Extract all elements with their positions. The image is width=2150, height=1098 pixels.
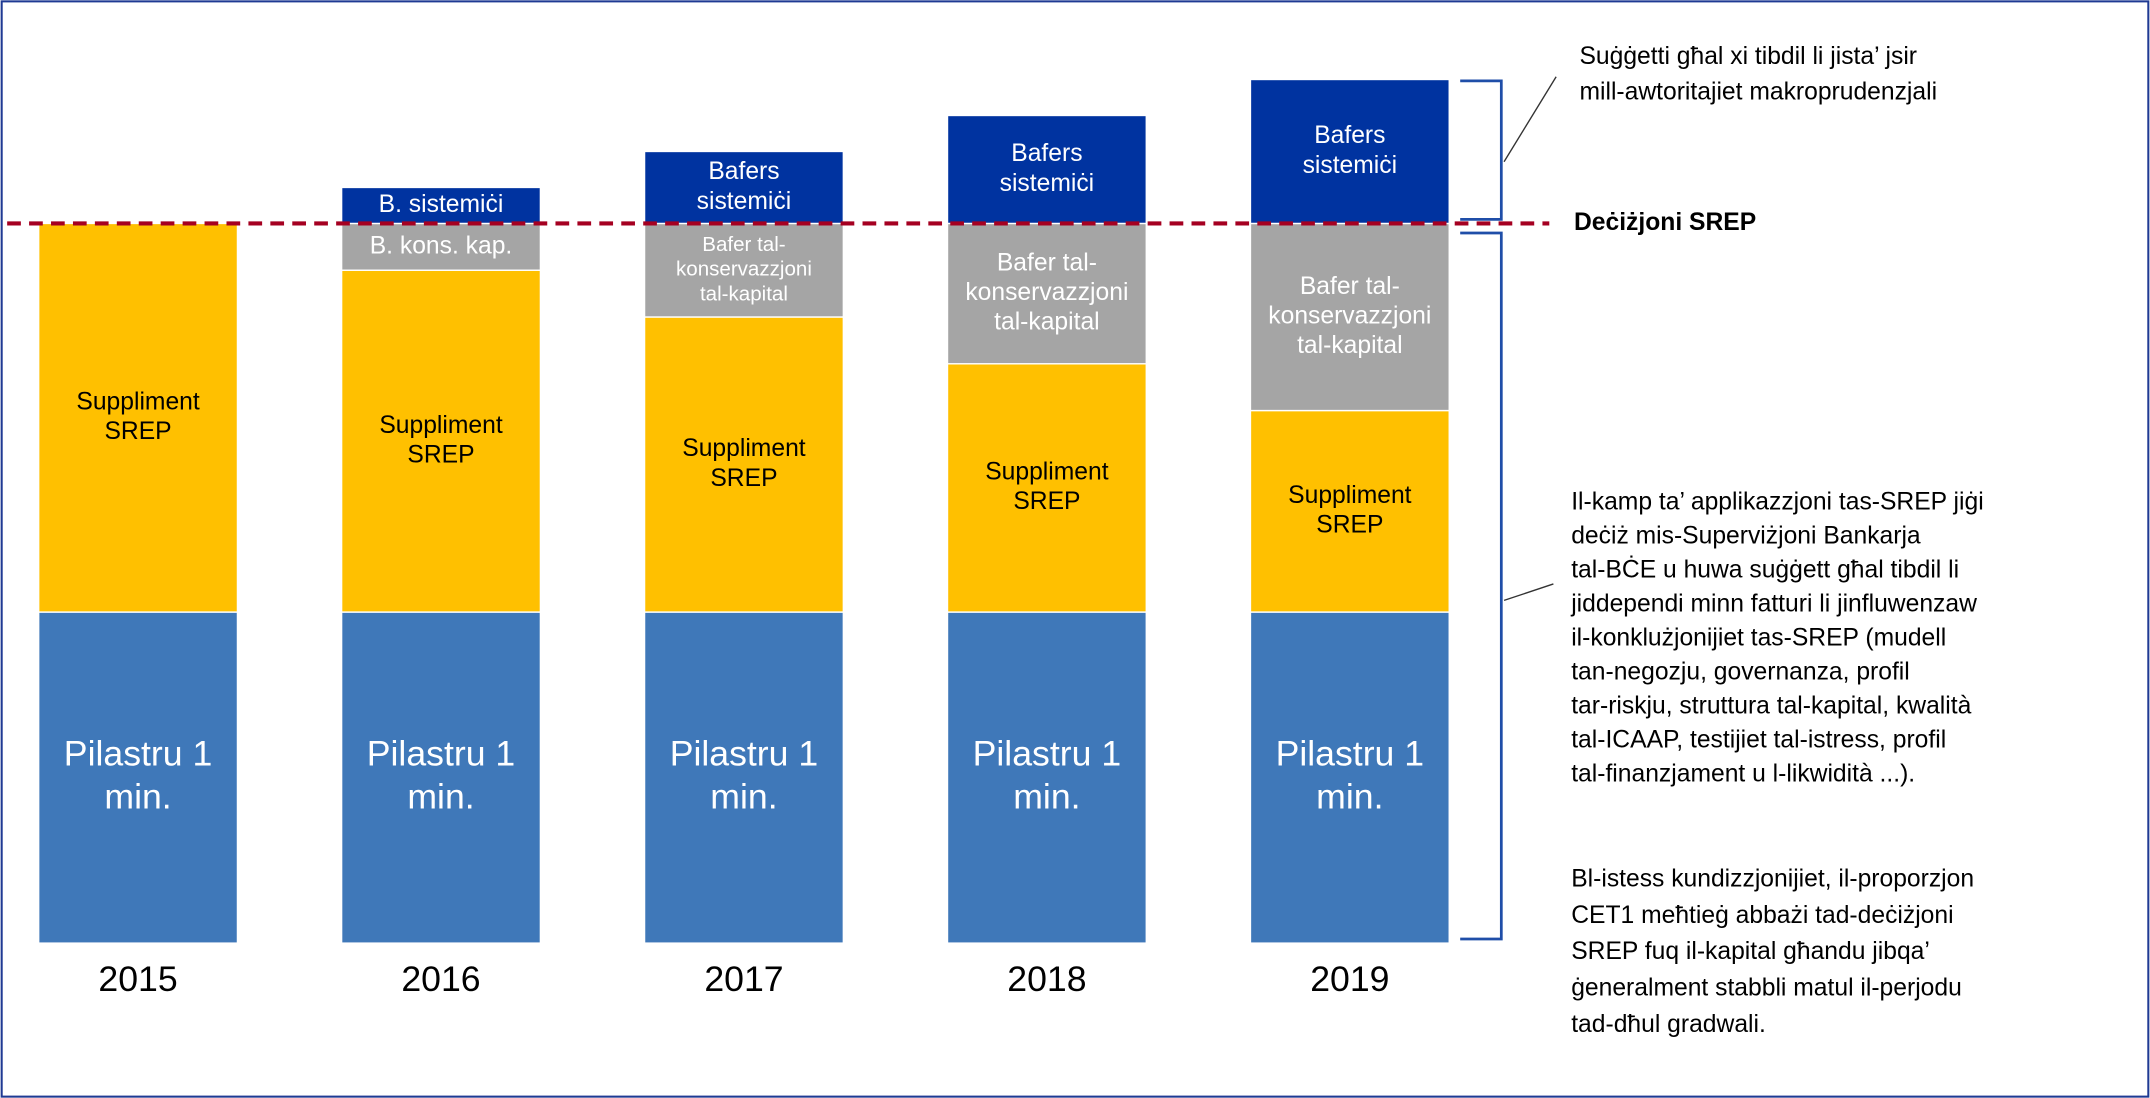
segment-label: Bafer tal-: [997, 250, 1097, 277]
segment-label: Pilastru 1: [973, 734, 1122, 774]
annotation: ġeneralment stabbli matul il-perjodu: [1571, 975, 1962, 1002]
segment-label: min.: [1316, 776, 1383, 816]
bar-segment: [946, 611, 1147, 944]
bar-segment: [643, 611, 845, 944]
annotation: il-konklużjonijiet tas-SREP (mudell: [1571, 625, 1946, 652]
leader-line: [1503, 76, 1557, 163]
bar-segment: [946, 114, 1147, 225]
x-tick-label: 2015: [98, 959, 177, 999]
segment-label: tal-kapital: [994, 309, 1100, 336]
bracket: [1460, 79, 1503, 221]
annotation: tal-ICAAP, testijiet tal-istress, profil: [1571, 727, 1946, 754]
annotation: tal-BĊE u huwa suġġett għal tibdil li: [1571, 556, 1959, 584]
segment-label: Pilastru 1: [1276, 734, 1425, 774]
bracket: [1460, 231, 1503, 941]
segment-label: Suppliment: [682, 435, 806, 462]
bar-segment: [340, 222, 542, 271]
annotation: Bl-istess kundizzjonijiet, il-proporzjon: [1571, 866, 1974, 893]
bar-segment: [1249, 409, 1450, 613]
bar-segment: [340, 186, 542, 225]
x-tick-label: 2019: [1310, 959, 1389, 999]
annotation: tad-dħul gradwali.: [1571, 1011, 1766, 1038]
annotation: tar-riskju, struttura tal-kapital, kwali…: [1571, 693, 1971, 720]
annotation: tal-finanzjament u l-likwidità ...).: [1571, 761, 1915, 788]
segment-label: min.: [104, 776, 171, 816]
segment-label: konservazzjoni: [965, 279, 1128, 306]
segment-label: Bafers: [1314, 122, 1385, 149]
annotation: deċiż mis-Superviżjoni Bankarja: [1571, 523, 1921, 550]
segment-label: Pilastru 1: [64, 734, 213, 774]
bar-segment: [38, 222, 239, 613]
segment-label: Bafer tal-: [702, 233, 785, 256]
segment-label: SREP: [407, 441, 474, 468]
segment-label: B. sistemiċi: [379, 191, 504, 218]
segment-label: min.: [407, 776, 474, 816]
segment-label: tal-kapital: [1297, 332, 1403, 359]
segment-label: min.: [710, 776, 777, 816]
segment-label: SREP: [1013, 488, 1080, 515]
annotation: Suġġetti għal xi tibdil li jista’ jsir: [1579, 43, 1917, 70]
srep-label: Deċiżjoni SREP: [1574, 209, 1756, 236]
segment-label: Pilastru 1: [367, 734, 516, 774]
x-tick-label: 2016: [401, 959, 480, 999]
segment-label: sistemiċi: [1000, 170, 1095, 197]
bar-segment: [1249, 611, 1450, 944]
annotation: tan-negozju, governanza, profil: [1571, 659, 1910, 686]
segment-label: Suppliment: [1288, 482, 1412, 509]
segment-label: sistemiċi: [1303, 152, 1398, 179]
segment-label: Suppliment: [985, 459, 1109, 486]
segment-label: Bafers: [708, 158, 779, 185]
segment-label: Suppliment: [379, 412, 503, 439]
segment-label: tal-kapital: [700, 282, 788, 305]
bar-segment: [643, 316, 845, 613]
segment-label: konservazzjoni: [676, 258, 812, 281]
leader-line: [1503, 583, 1554, 602]
annotation: mill-awtoritajiet makroprudenzjali: [1579, 79, 1937, 106]
bar-segment: [340, 611, 542, 944]
bar-segment: [38, 611, 239, 944]
segment-label: Pilastru 1: [670, 734, 819, 774]
bar-segment: [1249, 78, 1450, 225]
segment-label: Suppliment: [76, 388, 200, 415]
bar-segment: [946, 222, 1147, 365]
segment-label: sistemiċi: [697, 188, 792, 215]
bar-segment: [643, 150, 845, 225]
annotation: jiddependi minn fatturi li jinfluwenzaw: [1570, 591, 1977, 618]
x-tick-label: 2018: [1007, 959, 1086, 999]
segment-label: min.: [1013, 776, 1080, 816]
segment-label: Bafers: [1011, 140, 1082, 167]
annotation: CET1 meħtieġ abbażi tad-deċiżjoni: [1571, 902, 1953, 929]
segment-label: B. kons. kap.: [370, 232, 513, 259]
x-tick-label: 2017: [704, 959, 783, 999]
segment-label: konservazzjoni: [1268, 303, 1431, 330]
segment-label: SREP: [104, 418, 171, 445]
bar-segment: [340, 269, 542, 613]
annotation: SREP fuq il-kapital għandu jibqa’: [1571, 938, 1930, 965]
annotation: Il-kamp ta’ applikazzjoni tas-SREP jiġi: [1571, 489, 1983, 516]
segment-label: SREP: [710, 465, 777, 492]
bar-segment: [946, 363, 1147, 613]
bar-segment: [1249, 222, 1450, 412]
segment-label: SREP: [1316, 512, 1383, 539]
segment-label: Bafer tal-: [1300, 273, 1400, 300]
